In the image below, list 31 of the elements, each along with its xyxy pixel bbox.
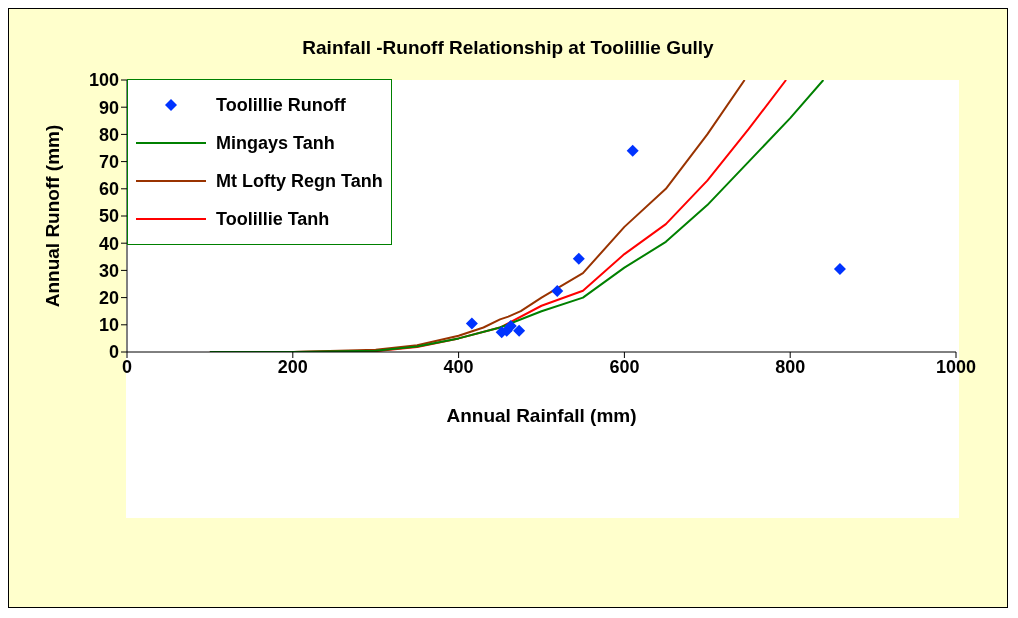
y-tick-label: 80 bbox=[98, 124, 119, 145]
y-tick-label: 10 bbox=[98, 315, 119, 336]
x-tick-label: 200 bbox=[277, 356, 308, 377]
point bbox=[626, 144, 639, 157]
y-tick-label: 50 bbox=[98, 206, 119, 227]
point bbox=[833, 263, 846, 276]
legend-label: Toolillie Tanh bbox=[216, 208, 330, 230]
legend-label: Mingays Tanh bbox=[216, 132, 335, 154]
x-tick-label: 0 bbox=[121, 356, 133, 377]
point bbox=[572, 252, 585, 265]
y-axis-title: Annual Runoff (mm) bbox=[41, 124, 63, 308]
point bbox=[504, 319, 517, 332]
legend-label: Toolillie Runoff bbox=[216, 94, 346, 116]
point bbox=[513, 324, 526, 337]
y-tick-label: 90 bbox=[98, 97, 119, 118]
chart-title: Rainfall -Runoff Relationship at Toolillie Gully bbox=[301, 37, 715, 59]
x-axis-title: Annual Rainfall (mm) bbox=[446, 405, 637, 426]
y-tick-label: 20 bbox=[98, 287, 119, 308]
y-tick-label: 40 bbox=[98, 233, 119, 254]
x-tick-label: 800 bbox=[775, 356, 806, 377]
y-tick-label: 0 bbox=[108, 342, 119, 363]
y-tick-label: 100 bbox=[88, 70, 119, 91]
x-tick-label: 1000 bbox=[935, 356, 977, 377]
y-tick-label: 30 bbox=[98, 260, 119, 281]
point bbox=[465, 317, 478, 330]
y-tick-label: 70 bbox=[98, 151, 119, 172]
x-tick-label: 400 bbox=[443, 356, 474, 377]
point bbox=[551, 285, 564, 298]
x-tick-label: 600 bbox=[609, 356, 640, 377]
legend-label: Mt Lofty Regn Tanh bbox=[216, 170, 383, 192]
y-tick-label: 60 bbox=[98, 179, 119, 200]
